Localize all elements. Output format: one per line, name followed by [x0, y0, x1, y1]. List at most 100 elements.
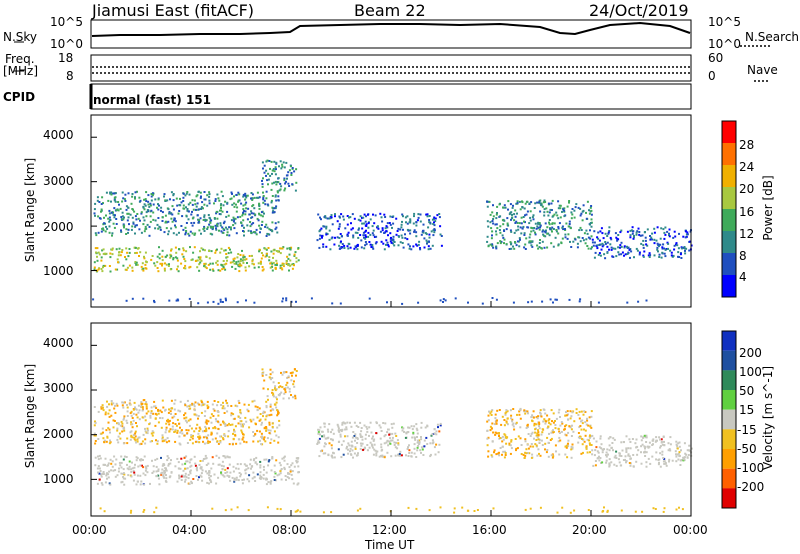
heatmap-cell	[123, 455, 126, 458]
heatmap-cell	[645, 441, 648, 443]
heatmap-cell	[491, 409, 494, 412]
heatmap-cell	[244, 416, 247, 419]
heatmap-cell	[499, 447, 502, 449]
heatmap-cell	[519, 417, 522, 420]
heatmap-cell	[635, 438, 638, 441]
heatmap-cell	[537, 429, 539, 432]
heatmap-cell	[97, 458, 100, 461]
heatmap-cell	[169, 198, 171, 201]
heatmap-cell	[112, 469, 115, 472]
heatmap-cell	[138, 443, 141, 446]
heatmap-cell	[175, 251, 178, 254]
heatmap-cell	[267, 247, 270, 249]
heatmap-cell	[581, 438, 583, 440]
heatmap-cell	[272, 210, 275, 213]
heatmap-cell	[152, 203, 155, 206]
heatmap-cell	[337, 227, 340, 230]
heatmap-cell	[383, 248, 386, 251]
heatmap-cell	[401, 220, 403, 223]
heatmap-cell	[276, 191, 279, 194]
heatmap-cell	[164, 431, 167, 434]
heatmap-cell	[223, 263, 226, 266]
heatmap-cell	[321, 236, 323, 239]
heatmap-cell	[132, 419, 135, 422]
heatmap-cell	[568, 200, 571, 202]
heatmap-cell	[122, 458, 125, 461]
heatmap-cell	[264, 247, 267, 250]
heatmap-cell	[360, 246, 363, 249]
heatmap-cell	[330, 216, 333, 219]
heatmap-cell	[117, 261, 119, 264]
heatmap-cell	[530, 443, 533, 445]
heatmap-cell	[215, 482, 218, 485]
heatmap-cell	[122, 264, 125, 267]
heatmap-cell	[157, 217, 160, 219]
heatmap-cell	[109, 256, 112, 259]
heatmap-cell	[579, 240, 582, 243]
heatmap-cell	[582, 413, 585, 416]
heatmap-cell	[608, 465, 611, 468]
heatmap-cell	[518, 413, 521, 416]
heatmap-cell	[221, 268, 224, 271]
heatmap-cell	[240, 425, 243, 428]
heatmap-cell	[193, 455, 196, 458]
heatmap-cell	[278, 473, 281, 476]
heatmap-cell	[319, 433, 321, 436]
heatmap-cell	[590, 247, 593, 250]
heatmap-cell	[139, 464, 142, 467]
heatmap-cell	[555, 211, 558, 214]
heatmap-cell	[565, 446, 568, 449]
heatmap-cell	[236, 206, 239, 209]
heatmap-cell	[513, 213, 516, 216]
heatmap-cell	[168, 408, 170, 411]
heatmap-cell	[428, 233, 431, 236]
heatmap-cell	[607, 437, 610, 440]
heatmap-cell	[558, 436, 561, 439]
heatmap-cell	[225, 262, 228, 265]
heatmap-cell	[594, 449, 597, 452]
heatmap-cell	[200, 195, 202, 198]
heatmap-cell	[216, 410, 219, 413]
heatmap-cell	[269, 167, 271, 170]
heatmap-cell	[542, 201, 545, 204]
heatmap-cell	[273, 475, 276, 478]
heatmap-cell	[390, 241, 393, 244]
heatmap-cell	[560, 421, 563, 424]
heatmap-cell	[277, 436, 280, 439]
heatmap-cell	[116, 474, 119, 477]
heatmap-cell	[279, 252, 282, 255]
heatmap-cell	[217, 414, 220, 417]
heatmap-cell	[252, 440, 255, 443]
heatmap-cell	[129, 511, 132, 514]
heatmap-cell	[235, 261, 238, 264]
heatmap-cell	[623, 254, 625, 257]
heatmap-cell	[345, 447, 348, 450]
heatmap-cell	[408, 452, 411, 454]
heatmap-cell	[201, 479, 204, 482]
heatmap-cell	[249, 225, 252, 228]
heatmap-cell	[122, 401, 125, 404]
heatmap-cell	[153, 511, 156, 514]
heatmap-cell	[255, 233, 258, 236]
heatmap-cell	[275, 262, 278, 265]
heatmap-cell	[505, 437, 508, 440]
heatmap-cell	[94, 434, 97, 437]
heatmap-cell	[170, 459, 172, 462]
heatmap-cell	[228, 463, 231, 466]
heatmap-cell	[280, 468, 283, 470]
heatmap-cell	[228, 422, 230, 425]
heatmap-cell	[584, 411, 587, 413]
heatmap-cell	[392, 422, 395, 425]
heatmap-cell	[261, 266, 264, 268]
heatmap-cell	[276, 507, 279, 510]
heatmap-cell	[215, 420, 218, 423]
heatmap-cell	[106, 400, 108, 403]
heatmap-cell	[167, 230, 170, 233]
heatmap-cell	[174, 465, 177, 468]
heatmap-cell	[525, 427, 528, 429]
heatmap-cell	[164, 199, 167, 202]
heatmap-cell	[380, 454, 382, 457]
heatmap-cell	[361, 227, 364, 230]
heatmap-cell	[503, 204, 506, 207]
heatmap-cell	[666, 241, 669, 244]
